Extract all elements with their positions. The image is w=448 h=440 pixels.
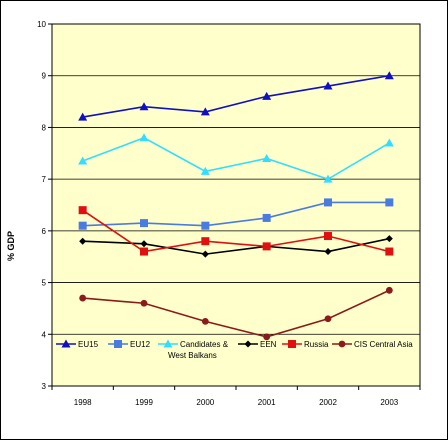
data-point	[201, 317, 209, 325]
y-tick-label: 5	[42, 279, 47, 288]
legend-swatch-marker	[288, 340, 296, 348]
x-tick-label: 2003	[380, 398, 398, 407]
data-point	[139, 102, 149, 111]
y-tick-label: 7	[42, 175, 47, 184]
data-point	[385, 198, 394, 207]
x-tick-label: 2002	[319, 398, 337, 407]
data-point	[79, 237, 87, 245]
legend-swatch-marker	[61, 339, 71, 348]
data-point	[200, 107, 210, 116]
legend-item: CIS Central Asia	[332, 340, 413, 349]
series-line	[82, 136, 390, 181]
y-tick-labels: 3 4 5 6 7 8 9 10	[37, 20, 46, 391]
data-point	[385, 247, 394, 256]
legend-item: EEN	[238, 340, 277, 349]
data-point	[262, 242, 271, 251]
series-line	[82, 289, 390, 338]
legend-label: EU15	[78, 340, 99, 349]
data-point	[262, 213, 271, 222]
series-eu12	[78, 198, 394, 230]
series-cis-central-asia	[79, 286, 393, 341]
series-een	[79, 235, 393, 258]
legend: EU15 EU12 Candidates & West Balkans EEN Russi…	[56, 339, 413, 360]
data-point	[385, 235, 393, 243]
series-line	[82, 74, 390, 118]
series-line	[82, 201, 390, 227]
data-point	[323, 81, 333, 90]
data-point	[324, 315, 332, 323]
data-point	[78, 156, 88, 165]
x-tick-label: 2000	[196, 398, 214, 407]
x-tick-labels: 1998 1999 2000 2001 2002 2003	[74, 398, 399, 407]
legend-label: EEN	[260, 340, 277, 349]
data-point	[384, 138, 394, 147]
legend-swatch-marker	[114, 340, 122, 348]
data-point	[78, 112, 88, 121]
series-candidates-west-balkans	[78, 133, 394, 183]
data-point	[79, 294, 87, 302]
y-tick-label: 3	[42, 382, 47, 391]
legend-label: Candidates & West Balkans	[168, 340, 229, 360]
legend-swatch-marker	[163, 339, 173, 348]
data-point	[384, 71, 394, 80]
y-tick-label: 4	[42, 330, 47, 339]
data-point	[385, 286, 393, 294]
series-russia	[78, 206, 394, 256]
data-point	[139, 133, 149, 142]
legend-label-line: West Balkans	[168, 351, 217, 360]
data-point	[201, 250, 209, 258]
legend-item: Russia	[282, 340, 329, 349]
legend-item: EU15	[56, 339, 99, 349]
data-point	[323, 174, 333, 183]
data-point	[324, 248, 332, 256]
legend-label-line: Candidates &	[180, 340, 229, 349]
data-point	[263, 333, 271, 341]
legend-label: EU12	[130, 340, 151, 349]
data-point	[262, 153, 272, 162]
legend-swatch-marker	[244, 340, 252, 348]
data-point	[140, 240, 148, 248]
y-tick-label: 10	[37, 20, 46, 29]
data-point	[262, 91, 272, 100]
data-point	[324, 232, 332, 241]
legend-label: CIS Central Asia	[354, 340, 413, 349]
data-point	[140, 299, 148, 307]
x-tick-label: 1999	[135, 398, 153, 407]
y-tick-label: 6	[42, 227, 47, 236]
data-point	[140, 219, 148, 228]
gridlines	[48, 23, 421, 390]
data-point	[201, 221, 210, 230]
legend-item: EU12	[108, 340, 151, 349]
data-point	[200, 166, 210, 175]
series-lines	[78, 71, 394, 341]
data-point	[78, 221, 87, 230]
data-point	[201, 237, 210, 246]
legend-item: Candidates & West Balkans	[158, 339, 229, 360]
x-tick-label: 2001	[258, 398, 276, 407]
legend-swatch-marker	[338, 340, 346, 348]
data-point	[140, 247, 148, 256]
y-tick-label: 8	[42, 123, 47, 132]
legend-label: Russia	[304, 340, 329, 349]
data-point	[324, 198, 332, 207]
y-tick-label: 9	[42, 72, 47, 81]
y-axis-title: % GDP	[6, 231, 16, 261]
x-tick-label: 1998	[74, 398, 92, 407]
series-line	[82, 237, 390, 255]
series-line	[82, 209, 390, 253]
series-eu15	[78, 71, 394, 121]
plot-area	[51, 23, 421, 387]
data-point	[78, 206, 87, 215]
